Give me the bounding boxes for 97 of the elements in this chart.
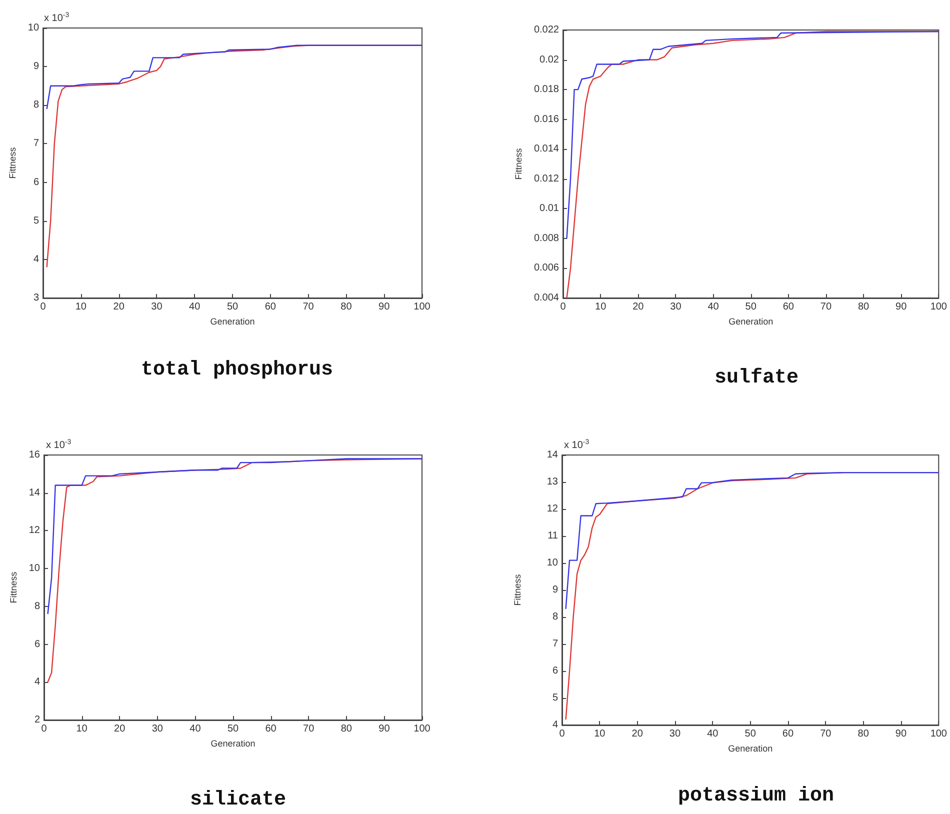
- y-tick-label: 7: [33, 138, 40, 150]
- x-tick-label: 100: [414, 302, 431, 312]
- y-tick-label: 8: [33, 100, 40, 111]
- y-tick-label: 0.018: [534, 84, 560, 96]
- y-tick-label: 13: [546, 476, 558, 488]
- y-tick-label: 11: [548, 530, 558, 542]
- y-tick-label: 0.004: [534, 292, 560, 304]
- x-tick-label: 100: [930, 728, 948, 740]
- y-axis-title: Fittness: [514, 148, 524, 180]
- y-tick-label: 4: [552, 720, 558, 730]
- x-tick-label: 0: [40, 302, 46, 312]
- x-axis-title: Generation: [728, 316, 774, 326]
- y-tick-label: 9: [33, 61, 40, 72]
- y-tick-label: 10: [28, 22, 40, 34]
- x-tick-label: 70: [303, 724, 315, 734]
- y-tick-label: 9: [552, 584, 558, 596]
- x-tick-label: 60: [265, 724, 277, 734]
- x-tick-label: 40: [190, 724, 202, 734]
- y-tick-label: 5: [33, 215, 40, 226]
- x-tick-label: 40: [707, 728, 719, 740]
- y-tick-label: 6: [33, 176, 40, 188]
- x-tick-label: 70: [302, 302, 314, 312]
- y-tick-label: 10: [546, 558, 558, 568]
- x-tick-label: 10: [75, 302, 87, 312]
- text: total phosphorus: [140, 358, 334, 382]
- x-tick-label: 80: [340, 724, 352, 734]
- x-axis-title: Generation: [728, 743, 773, 754]
- y-tick-label: 5: [552, 692, 558, 704]
- y-tick-label: 0.012: [534, 173, 560, 184]
- x-tick-label: 90: [896, 302, 908, 312]
- text: silicate: [190, 788, 286, 812]
- x-tick-label: 0: [560, 302, 566, 312]
- x-tick-label: 30: [151, 302, 163, 312]
- y-axis-title: Fittness: [512, 574, 522, 606]
- y-tick-label: 7: [552, 638, 558, 650]
- x-tick-label: 20: [632, 728, 644, 740]
- y-tick-label: 16: [28, 450, 40, 460]
- x-tick-label: 0: [559, 728, 566, 740]
- x-tick-label: 40: [708, 302, 720, 312]
- x-tick-label: 10: [595, 302, 607, 312]
- x-tick-label: 10: [594, 728, 606, 740]
- line-series: [47, 458, 423, 615]
- line-series: [565, 472, 940, 610]
- x-tick-label: 60: [782, 302, 794, 312]
- x-tick-label: 20: [114, 724, 126, 734]
- x-axis-title: Generation: [210, 738, 256, 748]
- y-tick-label: 14: [28, 487, 40, 498]
- x-tick-label: 70: [820, 302, 832, 312]
- y-tick-label: 0.014: [534, 144, 560, 155]
- y-axis-title: Fittness: [8, 571, 18, 604]
- y-tick-label: 0.008: [534, 232, 560, 244]
- y-tick-label: 2: [34, 714, 40, 726]
- y-tick-label: 4: [34, 676, 40, 688]
- x-tick-label: 60: [782, 728, 794, 740]
- x-tick-label: 80: [858, 302, 870, 312]
- y-tick-label: 3: [33, 292, 40, 304]
- y-tick-label: 0.02: [540, 54, 560, 66]
- line-series: [566, 30, 940, 240]
- x-tick-label: 20: [113, 302, 125, 312]
- y-tick-label: 0.01: [540, 203, 560, 214]
- y-tick-label: 6: [34, 638, 40, 650]
- y-tick-label: 6: [552, 666, 558, 676]
- x-tick-label: 100: [930, 302, 948, 312]
- x-tick-label: 0: [41, 724, 48, 734]
- x-axis-title: Generation: [210, 316, 255, 326]
- text: potassium ion: [678, 784, 834, 808]
- y-axis-title: Fittness: [8, 146, 18, 179]
- x-tick-label: 100: [414, 724, 431, 734]
- y-tick-label: 0.016: [534, 114, 560, 125]
- x-tick-label: 80: [340, 302, 352, 312]
- x-tick-label: 80: [858, 728, 870, 740]
- x-tick-label: 90: [895, 728, 907, 740]
- line-series: [46, 44, 423, 110]
- x-tick-label: 40: [189, 302, 201, 312]
- y-tick-label: 0.022: [534, 24, 560, 36]
- text: sulfate: [714, 366, 799, 390]
- x-tick-label: 90: [378, 302, 390, 312]
- x-tick-label: 30: [152, 724, 164, 734]
- x-tick-label: 30: [670, 302, 682, 312]
- y-tick-label: 0.006: [534, 262, 560, 274]
- x-tick-label: 20: [632, 302, 644, 312]
- y-tick-label: 12: [546, 504, 558, 514]
- x-tick-label: 50: [744, 728, 756, 740]
- x-tick-label: 10: [76, 724, 88, 734]
- x-tick-label: 60: [264, 302, 276, 312]
- x-tick-label: 30: [669, 728, 681, 740]
- y-tick-label: 14: [546, 450, 558, 460]
- y-tick-label: 12: [28, 525, 40, 536]
- y-tick-label: 8: [552, 612, 558, 622]
- y-tick-label: 10: [28, 563, 40, 574]
- x-tick-label: 50: [745, 302, 757, 312]
- y-tick-label: 8: [34, 600, 40, 612]
- x-tick-label: 90: [378, 724, 390, 734]
- x-tick-label: 50: [226, 302, 239, 312]
- y-tick-label: 4: [33, 254, 40, 265]
- x-tick-label: 70: [820, 728, 832, 740]
- x-tick-label: 50: [227, 724, 239, 734]
